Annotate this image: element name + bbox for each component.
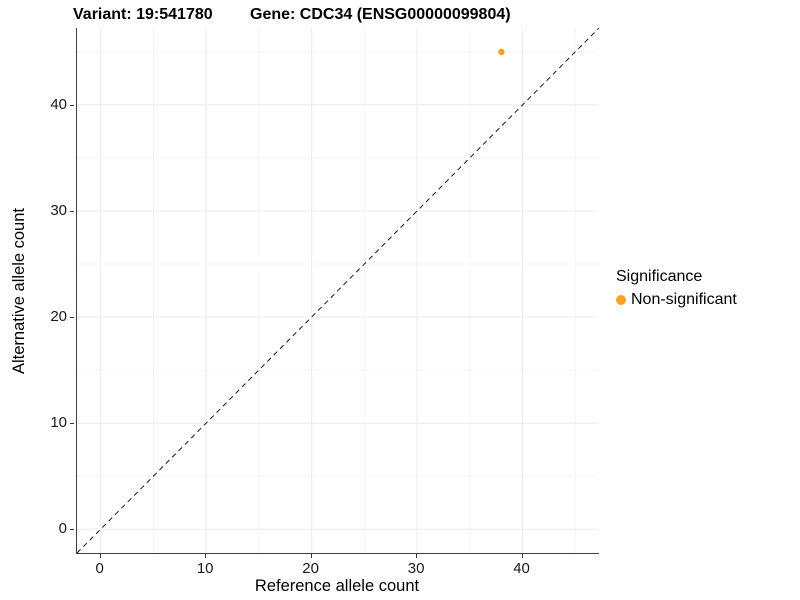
legend-key-dot: [616, 295, 626, 305]
x-tick-label: 20: [302, 560, 319, 577]
y-tick-label: 30: [50, 201, 67, 219]
y-tick: [70, 423, 74, 425]
plot-panel: [76, 28, 599, 554]
y-tick: [70, 529, 74, 531]
plot-canvas: [77, 28, 599, 553]
identity-line: [77, 28, 599, 553]
legend-title: Significance: [616, 268, 703, 285]
x-axis-title: Reference allele count: [254, 577, 420, 595]
legend: Significance Non-significant: [616, 268, 796, 309]
x-tick: [99, 554, 101, 558]
y-tick: [70, 317, 74, 318]
y-tick: [70, 210, 74, 212]
x-tick-label: 30: [407, 560, 425, 577]
x-tick: [521, 554, 523, 558]
x-tick: [416, 554, 418, 558]
y-tick-label: 10: [50, 414, 67, 432]
x-tick-label: 10: [196, 560, 214, 577]
legend-entries: Non-significant: [616, 291, 796, 309]
legend-entry-label: Non-significant: [631, 291, 737, 308]
gene-title: Gene: CDC34 (ENSG00000099804): [250, 6, 511, 23]
data-point: [498, 48, 505, 56]
legend-entry: Non-significant: [616, 291, 796, 309]
variant-title: Variant: 19:541780: [73, 6, 213, 23]
x-tick: [310, 554, 312, 558]
x-tick: [205, 554, 207, 558]
y-tick: [70, 104, 74, 106]
y-axis-title: Alternative allele count: [10, 208, 28, 375]
y-tick-label: 20: [50, 308, 67, 325]
x-tick-label: 40: [513, 560, 530, 577]
x-tick-label: 0: [95, 560, 104, 577]
y-tick-label: 40: [50, 95, 67, 113]
y-tick-label: 0: [58, 520, 67, 538]
